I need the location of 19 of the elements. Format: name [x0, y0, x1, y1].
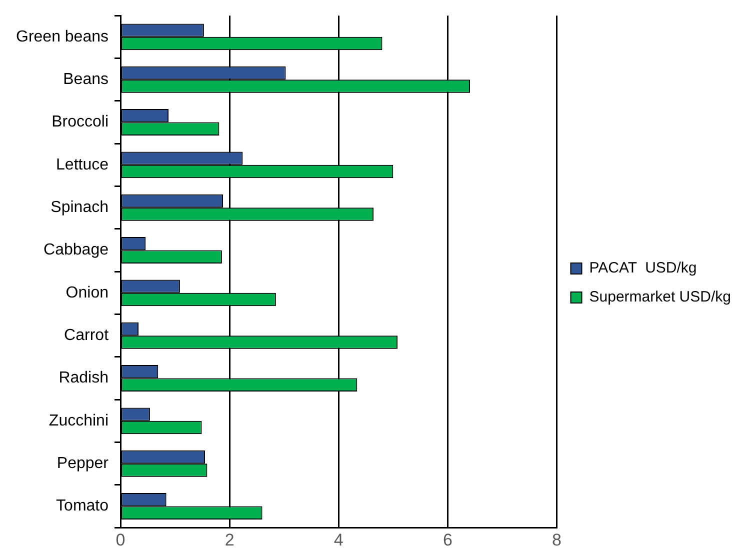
legend-label: Supermarket USD/kg: [589, 288, 731, 306]
x-tick-label: 8: [552, 530, 562, 550]
x-tick-label: 4: [334, 530, 344, 550]
x-tick-label: 2: [224, 530, 234, 550]
y-tick-label: Tomato: [56, 498, 109, 515]
y-tick-label: Carrot: [64, 327, 110, 344]
y-tick-label: Cabbage: [44, 242, 109, 259]
y-tick-label: Broccoli: [52, 114, 109, 131]
y-tick-label: Pepper: [56, 455, 110, 472]
y-tick-label: Zucchini: [48, 412, 109, 430]
y-tick-label: Spinach: [50, 199, 109, 216]
y-tick-label: Green beans: [16, 28, 109, 46]
y-tick-label: Beans: [63, 71, 109, 88]
x-tick-label: 0: [116, 530, 126, 550]
x-tick-label: 6: [442, 530, 452, 550]
y-tick-label: Onion: [66, 284, 109, 302]
y-tick-label: Lettuce: [56, 156, 109, 174]
legend-label: PACAT USD/kg: [589, 260, 697, 277]
y-tick-label: Radish: [58, 370, 109, 387]
